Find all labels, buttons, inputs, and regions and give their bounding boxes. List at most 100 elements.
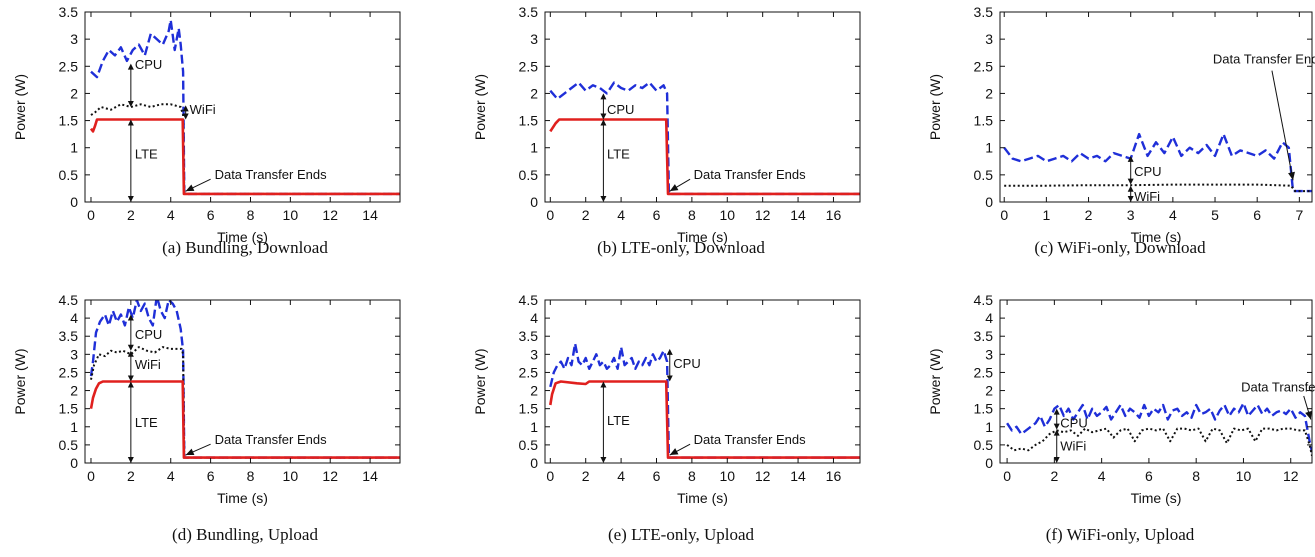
plot-frame	[544, 299, 861, 464]
y-tick-label: 1	[70, 419, 78, 435]
cpu-arrow-head	[600, 113, 607, 120]
x-tick-label: 2	[127, 468, 135, 484]
x-tick-label: 8	[247, 468, 255, 484]
x-tick-label: 10	[283, 207, 299, 223]
pointer-arrow-head	[1288, 171, 1295, 181]
annotation-data-transfer-ends: Data Transfer Ends	[1241, 379, 1315, 394]
x-tick-label: 6	[1253, 207, 1261, 223]
y-tick-label: 1	[530, 419, 538, 435]
x-tick-label: 6	[1145, 468, 1153, 484]
x-tick-label: 0	[546, 207, 554, 223]
x-tick-label: 4	[167, 468, 175, 484]
cpu-arrow-head	[1127, 178, 1134, 185]
annotation-wifi: WiFi	[1134, 189, 1160, 204]
y-tick-label: 1	[530, 140, 538, 156]
x-tick-label: 8	[688, 468, 696, 484]
caption-c: (c) WiFi-only, Download	[1034, 238, 1206, 257]
plot-frame	[999, 11, 1313, 203]
x-tick-label: 6	[653, 468, 661, 484]
annotation-cpu: CPU	[135, 327, 162, 342]
series-solid-line	[89, 118, 400, 196]
x-tick-label: 4	[1098, 468, 1106, 484]
y-tick-label: 4.5	[974, 292, 994, 308]
x-tick-label: 7	[1295, 207, 1303, 223]
x-tick-label: 8	[247, 207, 255, 223]
y-tick-label: 0.5	[59, 437, 79, 453]
plot-frame	[999, 299, 1313, 464]
y-tick-label: 3.5	[974, 4, 994, 20]
x-tick-label: 2	[1050, 468, 1058, 484]
pointer-arrow-head	[669, 184, 679, 192]
y-tick-label: 0	[985, 194, 993, 210]
y-tick-label: 2.5	[519, 364, 539, 380]
y-tick-label: 1	[985, 140, 993, 156]
x-tick-label: 12	[322, 468, 338, 484]
y-tick-label: 0.5	[974, 167, 994, 183]
x-tick-label: 14	[362, 207, 378, 223]
y-tick-label: 2.5	[974, 58, 994, 74]
y-tick-label: 2.5	[974, 364, 994, 380]
y-tick-label: 3	[70, 346, 78, 362]
x-tick-label: 10	[719, 207, 735, 223]
x-tick-label: 10	[719, 468, 735, 484]
y-tick-label: 1.5	[974, 113, 994, 129]
x-tick-label: 2	[1085, 207, 1093, 223]
series-dashed-line	[89, 300, 400, 459]
y-tick-label: 2.5	[519, 58, 539, 74]
caption-d: (d) Bundling, Upload	[172, 525, 318, 544]
x-tick-label: 14	[790, 207, 806, 223]
series-dashed-line	[1003, 132, 1312, 193]
plot-frame	[84, 299, 401, 464]
x-tick-label: 2	[582, 468, 590, 484]
y-tick-label: 4	[70, 310, 78, 326]
cpu-arrow-head	[1053, 408, 1060, 415]
pointer-arrow-head	[669, 448, 679, 456]
wifi-arrow-head	[1053, 429, 1060, 436]
y-tick-label: 0.5	[519, 167, 539, 183]
annotation-data-transfer-ends: Data Transfer Ends	[694, 167, 806, 182]
y-tick-label: 4	[530, 310, 538, 326]
annotation-cpu: CPU	[1134, 164, 1161, 179]
series-dashed-line	[90, 18, 400, 196]
y-tick-label: 0	[70, 455, 78, 471]
y-tick-label: 1	[70, 140, 78, 156]
cpu-arrow-head	[127, 101, 134, 107]
x-tick-label: 4	[167, 207, 175, 223]
x-tick-label: 1	[1042, 207, 1050, 223]
x-axis-label: Time (s)	[1131, 229, 1182, 245]
y-tick-label: 0	[530, 194, 538, 210]
series-dotted-line	[1006, 427, 1312, 457]
pointer-arrow-head	[1305, 410, 1312, 420]
y-tick-label: 3.5	[974, 328, 994, 344]
series-dashed-line	[549, 81, 860, 196]
x-tick-label: 3	[1127, 207, 1135, 223]
x-tick-label: 4	[1169, 207, 1177, 223]
lte-arrow-head	[127, 457, 134, 463]
x-tick-label: 6	[653, 207, 661, 223]
annotation-data-transfer-ends: Data Transfer Ends	[694, 432, 806, 447]
cpu-arrow-head	[600, 93, 607, 100]
annotation-data-transfer-ends: Data Transfer Ends	[215, 167, 327, 182]
x-tick-label: 16	[826, 468, 842, 484]
annotation-lte: LTE	[607, 413, 630, 428]
y-tick-label: 4.5	[519, 292, 539, 308]
y-tick-label: 2.5	[59, 58, 79, 74]
x-tick-label: 14	[790, 468, 806, 484]
series-dashed-line	[1006, 402, 1312, 453]
y-tick-label: 2	[70, 383, 78, 399]
x-tick-label: 0	[1003, 468, 1011, 484]
y-tick-label: 2	[985, 383, 993, 399]
wifi-arrow-head	[1053, 457, 1060, 463]
annotation-wifi: WiFi	[1060, 439, 1086, 454]
x-tick-label: 0	[546, 468, 554, 484]
y-tick-label: 1	[985, 419, 993, 435]
y-tick-label: 1.5	[519, 113, 539, 129]
y-tick-label: 3.5	[519, 328, 539, 344]
y-tick-label: 3.5	[59, 4, 79, 20]
wifi-arrow-head	[1127, 185, 1134, 192]
cpu-arrow-head	[666, 375, 673, 382]
x-tick-label: 12	[755, 468, 771, 484]
x-tick-label: 0	[87, 207, 95, 223]
